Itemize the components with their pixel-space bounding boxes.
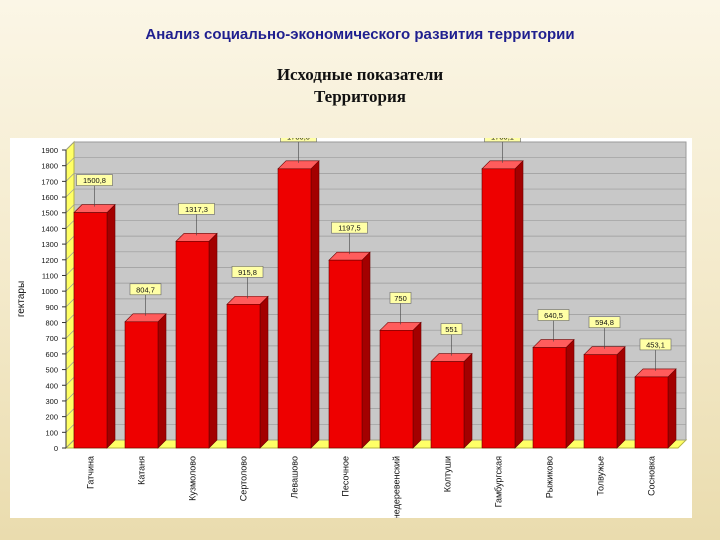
bar	[532, 347, 567, 449]
value-label: 1780,0	[287, 138, 310, 141]
x-tick-label: Сертолово	[239, 456, 249, 501]
bar	[634, 376, 669, 449]
bar-side	[667, 368, 677, 449]
value-label: 750	[394, 294, 407, 303]
y-tick-label: 1200	[41, 256, 58, 265]
bar	[124, 321, 159, 449]
bar-side	[310, 160, 320, 449]
value-label-box	[537, 309, 570, 321]
value-label-box	[639, 338, 672, 351]
value-label: 640,5	[544, 311, 563, 320]
y-tick-label: 800	[45, 319, 58, 328]
x-tick-label: Левашово	[290, 456, 300, 499]
x-tick-label: Песочное	[341, 456, 351, 497]
bar	[73, 212, 108, 449]
y-tick-label: 1500	[41, 209, 58, 218]
y-tick-label: 1300	[41, 240, 58, 249]
x-tick-label: Кузмолово	[188, 456, 198, 501]
bar	[583, 354, 618, 449]
value-label: 1197,5	[338, 224, 360, 233]
value-label-box	[129, 283, 162, 296]
y-tick-label: 0	[54, 444, 58, 453]
bar-side	[259, 295, 269, 449]
y-tick-label: 1700	[41, 177, 58, 186]
value-label-box	[440, 323, 463, 335]
y-tick-label: 700	[45, 334, 58, 343]
value-label-box	[484, 138, 521, 143]
value-label: 453,1	[646, 340, 665, 349]
value-label-box	[76, 174, 113, 186]
y-tick-label: 500	[45, 366, 58, 375]
x-tick-label: Гатчина	[86, 456, 96, 489]
value-label-box	[331, 221, 368, 234]
bar-side	[361, 251, 371, 449]
bar-side	[106, 203, 116, 449]
bar	[379, 330, 414, 449]
bar	[430, 361, 465, 449]
chart-title-line-2: Территория	[313, 87, 406, 106]
value-label: 804,7	[136, 285, 155, 294]
y-tick-label: 400	[45, 381, 58, 390]
value-label: 1500,8	[83, 176, 106, 185]
bar	[481, 168, 516, 449]
y-tick-label: 1000	[41, 287, 58, 296]
bar	[277, 168, 312, 449]
bar-side	[208, 232, 218, 449]
y-tick-label: 600	[45, 350, 58, 359]
bar-side	[514, 160, 524, 449]
bar-side	[565, 338, 575, 449]
x-tick-label: Нижнедеревенский	[392, 456, 402, 518]
value-label: 594,8	[595, 318, 614, 327]
chart-title-line-1: Исходные показатели	[276, 65, 444, 84]
x-tick-label: Рыжиково	[545, 456, 555, 498]
y-tick-label: 1800	[41, 162, 58, 171]
bar	[328, 259, 363, 449]
value-label-box	[280, 138, 317, 143]
x-tick-label: Колтуши	[443, 456, 453, 492]
bar-side	[157, 313, 167, 449]
x-tick-label: Катаня	[137, 456, 147, 485]
y-tick-label: 200	[45, 413, 58, 422]
x-tick-label: Гамбургская	[494, 456, 504, 508]
y-tick-label: 100	[45, 428, 58, 437]
bar-side	[412, 321, 422, 449]
x-tick-label: Толвужье	[596, 456, 606, 496]
value-label: 551	[445, 325, 458, 334]
page-title: Анализ социально-экономического развития…	[145, 26, 575, 43]
value-label-box	[389, 292, 412, 304]
y-tick-label: 300	[45, 397, 58, 406]
y-tick-label: 900	[45, 303, 58, 312]
chart-title: Исходные показатели Территория	[0, 64, 720, 108]
value-label: 915,8	[238, 268, 257, 277]
value-label-box	[231, 266, 264, 278]
bar-chart: 0 100 200 300 400 500 600 700 800 900 1000 1100 1200…	[16, 138, 688, 518]
bar-side	[463, 352, 473, 449]
value-label: 1780,1	[491, 138, 514, 141]
y-tick-label: 1400	[41, 224, 58, 233]
bar-side	[616, 345, 626, 449]
bar	[175, 241, 210, 449]
chart-frame: 0 100 200 300 400 500 600 700 800 900 1000 1100 1200…	[10, 138, 692, 518]
y-tick-label: 1100	[42, 271, 58, 280]
value-label-box	[588, 316, 621, 329]
y-tick-label: 1900	[41, 146, 58, 155]
chart-left-wall	[65, 140, 75, 450]
gridline	[65, 141, 686, 151]
y-axis-label: гектары	[16, 281, 27, 317]
value-label-box	[178, 203, 215, 215]
gridline	[65, 157, 686, 166]
y-tick-label: 1600	[41, 193, 58, 202]
x-tick-label: Сосновка	[647, 456, 657, 496]
value-label: 1317,3	[185, 205, 208, 214]
bar	[226, 304, 261, 449]
